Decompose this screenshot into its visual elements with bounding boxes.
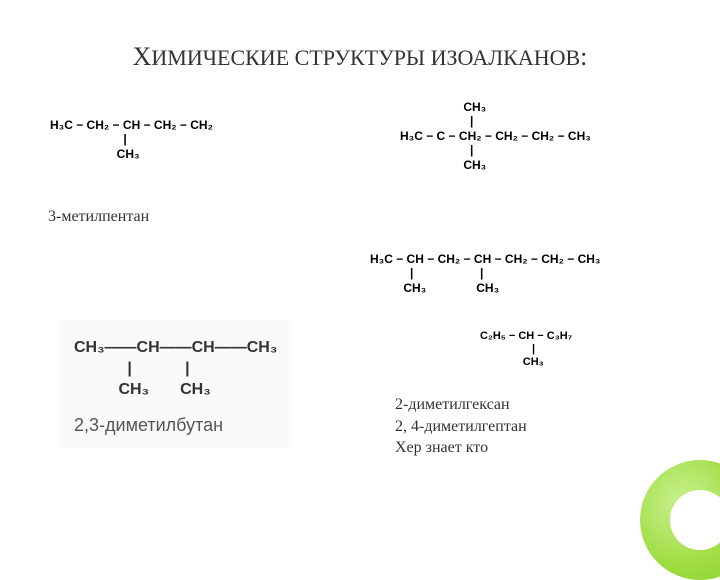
img-row1: CH₃——CH——CH——CH₃ bbox=[74, 338, 277, 359]
struct3-row1: H₃C − CH − CH₂ − CH − CH₂ − CH₂ − CH₃ bbox=[370, 252, 600, 266]
struct4-row3: CH₃ bbox=[480, 356, 572, 369]
struct4-row1: C₂H₅ − CH − C₃H₇ bbox=[480, 330, 572, 343]
img-row3: CH₃ CH₃ bbox=[74, 380, 277, 401]
structure-3: H₃C − CH − CH₂ − CH − CH₂ − CH₂ − CH₃ | … bbox=[370, 252, 600, 295]
struct2-row1: CH₃ bbox=[400, 100, 591, 114]
structure-dimethylbutane: CH₃——CH——CH——CH₃ | | CH₃ CH₃ 2,3-диметил… bbox=[60, 320, 291, 448]
struct4-row2: | bbox=[480, 343, 572, 356]
struct3-row2: | | bbox=[370, 266, 600, 280]
list-item-1: 2-диметилгексан bbox=[395, 394, 527, 416]
struct2-row4: | bbox=[400, 143, 591, 157]
list-item-2: 2, 4-диметилгептан bbox=[395, 416, 527, 438]
title-caps-1: Х bbox=[133, 42, 152, 71]
list-item-3: Хер знает кто bbox=[395, 437, 527, 459]
title-word-1: ИМИЧЕСКИЕ bbox=[151, 45, 289, 70]
struct1-row3: CH₃ bbox=[50, 147, 213, 161]
img-label: 2,3-диметилбутан bbox=[74, 414, 277, 437]
struct2-row3: H₃C − C − CH₂ − CH₂ − CH₂ − CH₃ bbox=[400, 129, 591, 143]
title-word-2: СТРУКТУРЫ bbox=[295, 45, 426, 70]
struct2-row5: CH₃ bbox=[400, 158, 591, 172]
img-row2: | | bbox=[74, 359, 277, 380]
title-word-3: ИЗОАЛКАНОВ bbox=[431, 45, 581, 70]
title-colon: : bbox=[580, 42, 587, 71]
page-title: ХИМИЧЕСКИЕ СТРУКТУРЫ ИЗОАЛКАНОВ: bbox=[133, 42, 588, 72]
struct3-row3: CH₃ CH₃ bbox=[370, 281, 600, 295]
structure-1: H₃C − CH₂ − CH − CH₂ − CH₂ | CH₃ bbox=[50, 118, 213, 161]
struct1-row1: H₃C − CH₂ − CH − CH₂ − CH₂ bbox=[50, 118, 213, 132]
structure-2: CH₃ | H₃C − C − CH₂ − CH₂ − CH₂ − CH₃ | … bbox=[400, 100, 591, 172]
struct2-row2: | bbox=[400, 114, 591, 128]
structure-4: C₂H₅ − CH − C₃H₇ | CH₃ bbox=[480, 330, 572, 370]
struct1-row2: | bbox=[50, 132, 213, 146]
compound-list: 2-диметилгексан 2, 4-диметилгептан Хер з… bbox=[395, 394, 527, 459]
label-3-methylpentane: 3-метилпентан bbox=[48, 208, 149, 226]
